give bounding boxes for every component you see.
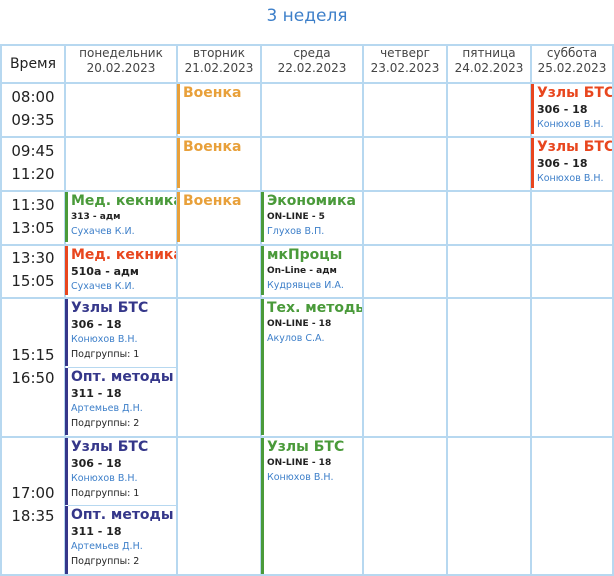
day-date: 25.02.2023 <box>537 61 607 75</box>
day-name: суббота <box>546 46 598 60</box>
lesson-card[interactable]: Мед. кекника 313 - адм Сухачев К.И. <box>65 192 176 242</box>
period-start: 13:30 <box>11 249 55 267</box>
period-end: 18:35 <box>11 507 55 525</box>
lesson-teacher[interactable]: Конюхов В.Н. <box>537 173 604 184</box>
lesson-room: ON-LINE - 5 <box>267 212 325 222</box>
time-column-header: Время <box>9 56 57 72</box>
period-end: 11:20 <box>11 165 55 183</box>
lesson-card[interactable]: Узлы БТС 306 - 18 Конюхов В.Н. Подгруппы… <box>65 299 176 366</box>
subgroup-divider <box>68 367 176 368</box>
lesson-title: мкПроцы <box>267 247 343 263</box>
lesson-room: On-Line - адм <box>267 266 337 276</box>
lesson-teacher[interactable]: Конюхов В.Н. <box>71 334 138 345</box>
lesson-room: 306 - 18 <box>537 103 588 116</box>
lesson-title: Узлы БТС <box>71 300 149 316</box>
lesson-subgroup: Подгруппы: 1 <box>71 488 140 499</box>
period-time: 13:30 15:05 <box>2 247 64 293</box>
lesson-teacher[interactable]: Акулов С.А. <box>267 333 325 344</box>
lesson-card[interactable]: Мед. кекника 510а - адм Сухачев К.И. <box>65 246 176 295</box>
lesson-card[interactable]: Экономика ON-LINE - 5 Глухов В.П. <box>261 192 362 242</box>
lesson-room: ON-LINE - 18 <box>267 319 332 329</box>
period-start: 15:15 <box>11 346 55 364</box>
lesson-room: ON-LINE - 18 <box>267 458 332 468</box>
lesson-title: Опт. методы <box>71 369 174 385</box>
lesson-room: 311 - 18 <box>71 525 122 538</box>
lesson-teacher[interactable]: Конюхов В.Н. <box>267 472 334 483</box>
period-time: 11:30 13:05 <box>2 194 64 240</box>
lesson-title: Узлы БТС <box>537 85 612 101</box>
day-header-friday: пятница 24.02.2023 <box>448 46 530 82</box>
period-end: 15:05 <box>11 272 55 290</box>
lesson-room: 306 - 18 <box>71 457 122 470</box>
lesson-teacher[interactable]: Сухачев К.И. <box>71 226 135 237</box>
lesson-card[interactable]: Узлы БТС 306 - 18 Конюхов В.Н. Подгруппы… <box>65 438 176 505</box>
lesson-subgroup: Подгруппы: 1 <box>71 349 140 360</box>
day-header-monday: понедельник 20.02.2023 <box>66 46 176 82</box>
lesson-title: Опт. методы <box>71 507 174 523</box>
day-date: 23.02.2023 <box>370 61 440 75</box>
period-start: 09:45 <box>11 142 55 160</box>
lesson-subgroup: Подгруппы: 2 <box>71 418 140 429</box>
day-date: 20.02.2023 <box>86 61 156 75</box>
period-start: 17:00 <box>11 484 55 502</box>
day-date: 22.02.2023 <box>277 61 347 75</box>
lesson-card[interactable]: мкПроцы On-Line - адм Кудрявцев И.А. <box>261 246 362 295</box>
day-name: пятница <box>462 46 516 60</box>
lesson-title: Тех. методы <box>267 300 362 316</box>
lesson-title: Узлы БТС <box>537 139 612 155</box>
week-title: 3 неделя <box>266 6 348 26</box>
day-date: 24.02.2023 <box>454 61 524 75</box>
day-date: 21.02.2023 <box>184 61 254 75</box>
lesson-card[interactable]: Военка <box>177 192 260 242</box>
lesson-room: 313 - адм <box>71 212 121 222</box>
lesson-room: 510а - адм <box>71 265 139 278</box>
lesson-room: 311 - 18 <box>71 387 122 400</box>
lesson-teacher[interactable]: Глухов В.П. <box>267 226 325 237</box>
lesson-card[interactable]: Опт. методы 311 - 18 Артемьев Д.Н. Подгр… <box>65 506 176 574</box>
lesson-card[interactable]: Тех. методы ON-LINE - 18 Акулов С.А. <box>261 299 362 435</box>
period-time: 17:00 18:35 <box>2 482 64 528</box>
subgroup-divider <box>68 505 176 506</box>
lesson-teacher[interactable]: Конюхов В.Н. <box>71 473 138 484</box>
lesson-title: Военка <box>183 139 242 155</box>
day-header-saturday: суббота 25.02.2023 <box>532 46 612 82</box>
lesson-card[interactable]: Военка <box>177 84 260 134</box>
period-end: 09:35 <box>11 111 55 129</box>
lesson-room: 306 - 18 <box>71 318 122 331</box>
lesson-title: Узлы БТС <box>71 439 149 455</box>
day-header-thursday: четверг 23.02.2023 <box>364 46 446 82</box>
period-time: 15:15 16:50 <box>2 344 64 390</box>
period-time: 08:00 09:35 <box>2 86 64 132</box>
day-name: понедельник <box>79 46 163 60</box>
lesson-title: Экономика <box>267 193 356 209</box>
day-header-wednesday: среда 22.02.2023 <box>262 46 362 82</box>
lesson-teacher[interactable]: Кудрявцев И.А. <box>267 280 344 291</box>
lesson-card[interactable]: Военка <box>177 138 260 188</box>
lesson-title: Военка <box>183 193 242 209</box>
period-time: 09:45 11:20 <box>2 140 64 186</box>
lesson-title: Узлы БТС <box>267 439 345 455</box>
lesson-teacher[interactable]: Артемьев Д.Н. <box>71 541 143 552</box>
day-header-tuesday: вторник 21.02.2023 <box>178 46 260 82</box>
lesson-title: Мед. кекника <box>71 247 176 263</box>
period-start: 08:00 <box>11 88 55 106</box>
day-name: вторник <box>193 46 245 60</box>
day-name: четверг <box>380 46 430 60</box>
lesson-card[interactable]: Узлы БТС 306 - 18 Конюхов В.Н. <box>531 84 612 134</box>
day-name: среда <box>293 46 331 60</box>
lesson-teacher[interactable]: Конюхов В.Н. <box>537 119 604 130</box>
lesson-room: 306 - 18 <box>537 157 588 170</box>
lesson-title: Военка <box>183 85 242 101</box>
lesson-title: Мед. кекника <box>71 193 176 209</box>
lesson-card[interactable]: Узлы БТС 306 - 18 Конюхов В.Н. <box>531 138 612 188</box>
lesson-card[interactable]: Узлы БТС ON-LINE - 18 Конюхов В.Н. <box>261 438 362 574</box>
lesson-subgroup: Подгруппы: 2 <box>71 556 140 567</box>
lesson-teacher[interactable]: Артемьев Д.Н. <box>71 403 143 414</box>
period-start: 11:30 <box>11 196 55 214</box>
period-end: 16:50 <box>11 369 55 387</box>
period-end: 13:05 <box>11 219 55 237</box>
lesson-teacher[interactable]: Сухачев К.И. <box>71 281 135 292</box>
lesson-card[interactable]: Опт. методы 311 - 18 Артемьев Д.Н. Подгр… <box>65 368 176 435</box>
